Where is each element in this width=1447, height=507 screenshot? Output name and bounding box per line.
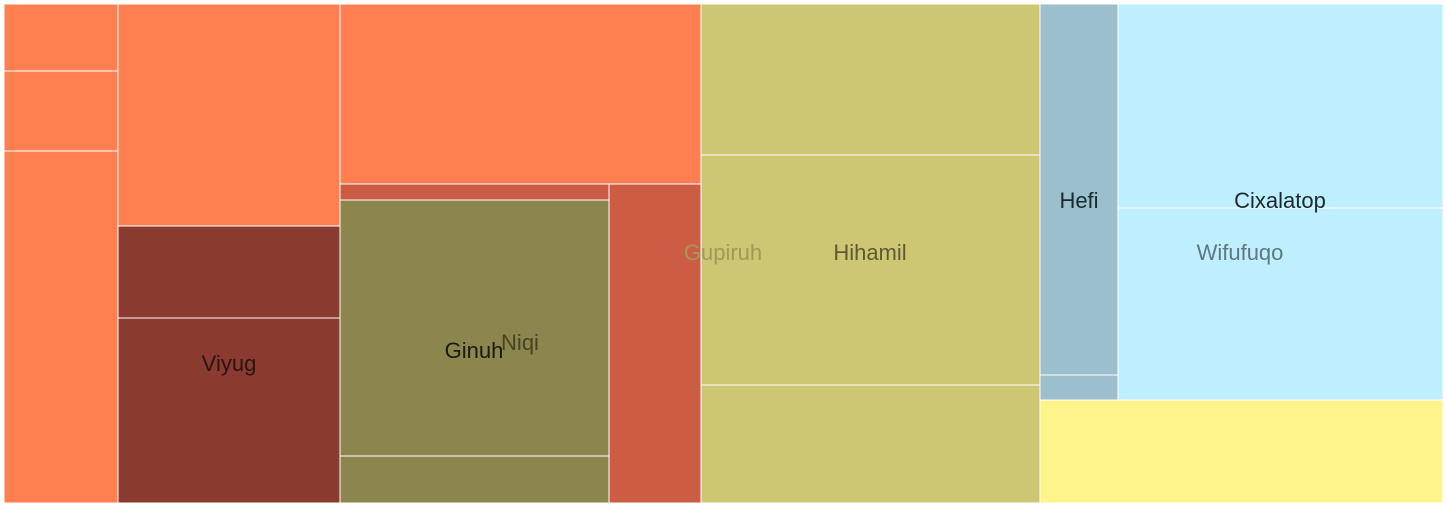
treemap-label-hefi: Hefi: [1059, 188, 1098, 213]
treemap-cell-hihamil-bottom: [700, 384, 1041, 504]
treemap-label-wifufuqo: Wifufuqo: [1197, 240, 1284, 265]
treemap-cell-gupiruh-strip: [339, 183, 610, 201]
treemap-cell-o5: [339, 3, 702, 185]
treemap-label-viyug: Viyug: [202, 351, 257, 376]
treemap-cell-yellow: [1039, 399, 1444, 504]
treemap-label-gupiruh: Gupiruh: [684, 240, 762, 265]
treemap-cell-hefi: [1039, 3, 1119, 376]
treemap-cell-wifufuqo: [1117, 207, 1444, 401]
treemap-label-niqi: Niqi: [501, 330, 539, 355]
treemap-label-cixalatop: Cixalatop: [1234, 188, 1326, 213]
treemap-cell-viyug: [117, 317, 341, 504]
treemap-cell-o3: [3, 150, 119, 504]
treemap-cell-o4: [117, 3, 341, 227]
treemap-cell-gupiruh: [608, 183, 702, 504]
treemap-cell-niqi: [339, 455, 610, 504]
treemap-cell-hihamil-top: [700, 3, 1041, 156]
treemap-label-hihamil: Hihamil: [833, 240, 906, 265]
treemap-cell-o2: [3, 70, 119, 152]
treemap-cell-cixalatop: [1117, 3, 1444, 209]
treemap-label-ginuh: Ginuh: [445, 338, 504, 363]
treemap-cell-hefi-strip: [1039, 374, 1119, 401]
treemap-cell-hihamil: [700, 154, 1041, 386]
treemap-cell-ginuh: [339, 199, 610, 457]
treemap-cells: [3, 3, 1444, 504]
treemap-cell-o1: [3, 3, 119, 72]
treemap-cell-viyug-top: [117, 225, 341, 319]
